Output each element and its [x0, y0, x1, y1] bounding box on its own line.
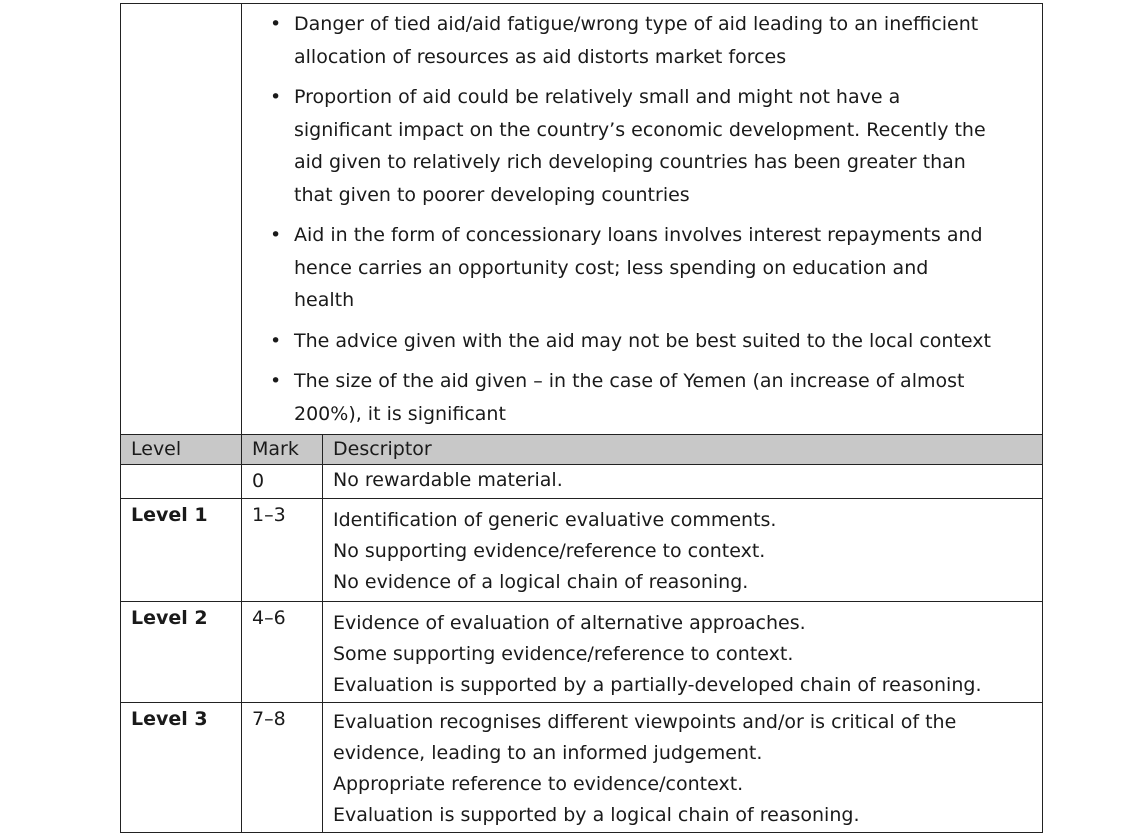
header-mark: Mark — [241, 434, 323, 465]
bullet-item: Proportion of aid could be relatively sm… — [252, 81, 992, 211]
descriptor-cell: Evidence of evaluation of alternative ap… — [322, 601, 1043, 703]
descriptor-line: Appropriate reference to evidence/contex… — [333, 773, 744, 795]
mark-cell: 7–8 — [241, 702, 323, 833]
mark-cell: 4–6 — [241, 601, 323, 703]
bullet-list: Danger of tied aid/aid fatigue/wrong typ… — [252, 4, 1032, 434]
descriptor-cell: Identification of generic evaluative com… — [322, 498, 1043, 602]
bullet-item: The size of the aid given – in the case … — [252, 365, 992, 430]
table-row: Level 1 1–3 Identification of generic ev… — [120, 498, 1043, 602]
descriptor-line: No rewardable material. — [333, 469, 563, 491]
empty-cell — [120, 3, 242, 435]
mark-scheme-table: Danger of tied aid/aid fatigue/wrong typ… — [120, 3, 1043, 833]
descriptor-line: Evaluation is supported by a logical cha… — [333, 804, 860, 826]
header-level: Level — [120, 434, 242, 465]
header-descriptor: Descriptor — [322, 434, 1043, 465]
header-row: Level Mark Descriptor — [120, 434, 1043, 465]
bullet-item: The advice given with the aid may not be… — [252, 325, 992, 358]
indicative-content-cell: Danger of tied aid/aid fatigue/wrong typ… — [241, 3, 1043, 435]
table-row: Level 2 4–6 Evidence of evaluation of al… — [120, 601, 1043, 703]
descriptor-line: No evidence of a logical chain of reason… — [333, 571, 749, 593]
descriptor-line: No supporting evidence/reference to cont… — [333, 540, 766, 562]
level-cell: Level 2 — [120, 601, 242, 703]
bullet-item: Aid in the form of concessionary loans i… — [252, 219, 992, 317]
descriptor-line: Evidence of evaluation of alternative ap… — [333, 612, 806, 634]
indicative-content-row: Danger of tied aid/aid fatigue/wrong typ… — [120, 3, 1043, 435]
descriptor-line: Identification of generic evaluative com… — [333, 509, 777, 531]
descriptor-line: Evaluation is supported by a partially-d… — [333, 674, 982, 696]
level-cell — [120, 464, 242, 499]
table-row: 0 No rewardable material. — [120, 464, 1043, 499]
descriptor-line: Evaluation recognises different viewpoin… — [333, 711, 957, 764]
mark-cell: 0 — [241, 464, 323, 499]
level-cell: Level 1 — [120, 498, 242, 602]
descriptor-cell: Evaluation recognises different viewpoin… — [322, 702, 1043, 833]
table-row: Level 3 7–8 Evaluation recognises differ… — [120, 702, 1043, 833]
descriptor-cell: No rewardable material. — [322, 464, 1043, 499]
bullet-item: Danger of tied aid/aid fatigue/wrong typ… — [252, 8, 992, 73]
mark-cell: 1–3 — [241, 498, 323, 602]
descriptor-line: Some supporting evidence/reference to co… — [333, 643, 794, 665]
level-cell: Level 3 — [120, 702, 242, 833]
